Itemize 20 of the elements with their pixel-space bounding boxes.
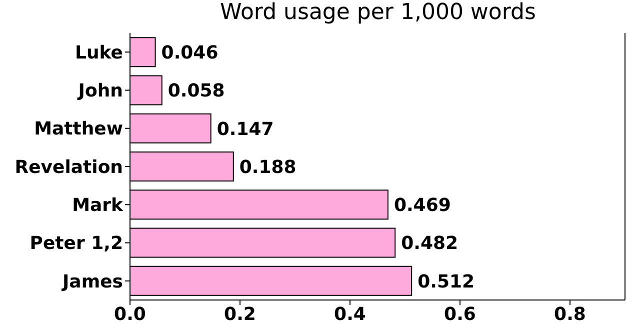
data-label: 0.469	[394, 195, 451, 216]
data-label: 0.482	[401, 233, 458, 254]
chart-title: Word usage per 1,000 words	[219, 0, 537, 26]
data-label: 0.512	[418, 271, 475, 292]
data-label: 0.188	[239, 156, 296, 178]
x-tick-label: 0.0	[114, 304, 146, 325]
data-label: 0.046	[161, 42, 218, 64]
data-label: 0.147	[216, 118, 274, 140]
y-tick-label: John	[76, 80, 123, 102]
x-tick-label: 0.2	[224, 304, 256, 325]
y-tick-label: Mark	[72, 195, 124, 216]
y-tick-label: James	[60, 271, 123, 292]
data-label: 0.058	[168, 80, 225, 102]
x-tick-label: 0.4	[334, 304, 366, 325]
x-tick-label: 0.6	[444, 304, 476, 325]
y-tick-label: Peter 1,2	[30, 233, 123, 254]
y-tick-label: Matthew	[34, 118, 123, 140]
x-tick-label: 0.8	[554, 304, 586, 325]
y-tick-label: Revelation	[14, 156, 123, 178]
y-tick-label: Luke	[75, 42, 123, 64]
